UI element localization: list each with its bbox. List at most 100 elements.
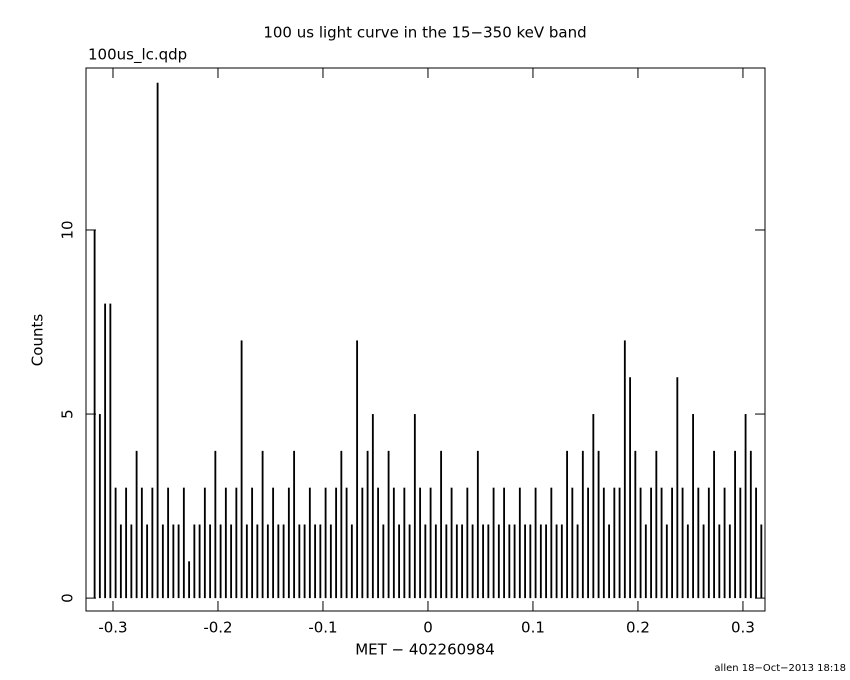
bar [513,524,516,599]
bar [282,524,285,599]
bar [109,303,112,599]
bar [534,487,537,599]
y-tick-label: 0 [59,593,77,603]
bar [198,524,201,599]
bar [188,561,191,599]
bar [555,524,558,599]
bar [193,524,196,599]
bar [308,487,311,599]
bar [240,340,243,599]
bar [734,450,736,599]
bar [277,524,280,599]
bar [203,487,206,599]
bar [146,524,149,599]
x-tick-label: 0.3 [731,619,755,637]
bar [245,524,248,599]
bar [524,524,527,599]
bar [130,524,133,599]
bar [256,524,259,599]
chart-subtitle: 100us_lc.qdp [88,46,187,65]
bar [671,487,673,599]
bar [760,524,763,599]
bar [413,414,416,599]
bar [167,487,170,599]
y-tick-label: 5 [59,409,77,419]
y-axis-label: Counts [29,314,47,367]
x-tick-label: 0.2 [626,619,650,637]
bar [329,524,332,599]
bar [151,487,154,599]
bar [172,524,175,599]
bar [576,524,579,599]
x-tick-label: -0.2 [203,619,232,637]
bar [707,487,710,599]
bar [566,450,569,599]
bar [466,487,469,599]
bar [487,524,490,599]
bar [665,524,668,599]
bar [503,487,506,599]
plot-frame [85,67,766,612]
bar [571,487,574,599]
bar [749,450,752,599]
bar [366,450,369,599]
bar [104,303,107,599]
bar [482,524,485,599]
bar [429,487,432,599]
bar [492,487,495,599]
bar [476,450,479,599]
bar [744,414,747,599]
x-tick-label: 0 [423,619,433,637]
bar [224,487,227,599]
bar [287,487,290,599]
bar [445,524,448,599]
bar [497,524,500,599]
bar [455,524,458,599]
bar [697,487,700,599]
bar [508,524,511,599]
bar [550,487,553,599]
x-tick-label: 0.1 [521,619,545,637]
bar [398,524,401,599]
bar [345,487,348,599]
bar [587,487,590,599]
bar [361,487,364,599]
bar [261,450,264,599]
bar [686,524,689,599]
bar [623,340,626,599]
bar [319,524,322,599]
bar [608,524,611,599]
bar [387,450,390,599]
bar [644,524,647,599]
bar [161,524,164,599]
bar [723,487,726,599]
bar [335,487,338,599]
bar [545,524,548,599]
chart-title: 100 us light curve in the 15−350 keV ban… [263,24,586,42]
bar [251,487,254,599]
x-axis-label: MET − 402260984 [355,641,495,659]
bar [266,524,269,599]
footer: allen 18−Oct−2013 18:18 [714,663,846,674]
bar [676,377,679,599]
bar [156,82,159,599]
bar [529,524,532,599]
bar [350,524,353,599]
bar [209,524,212,599]
bar [177,524,180,599]
bar [713,450,715,599]
bar [440,450,443,599]
bar [314,524,317,599]
bar [140,487,143,599]
bar [655,450,658,599]
bar [119,524,122,599]
bar [602,487,605,599]
y-tick-label: 10 [59,220,77,239]
bar [471,524,474,599]
bar [214,450,217,599]
bar [650,487,652,599]
bar [114,487,117,599]
bar [634,450,637,599]
bar [230,524,233,599]
